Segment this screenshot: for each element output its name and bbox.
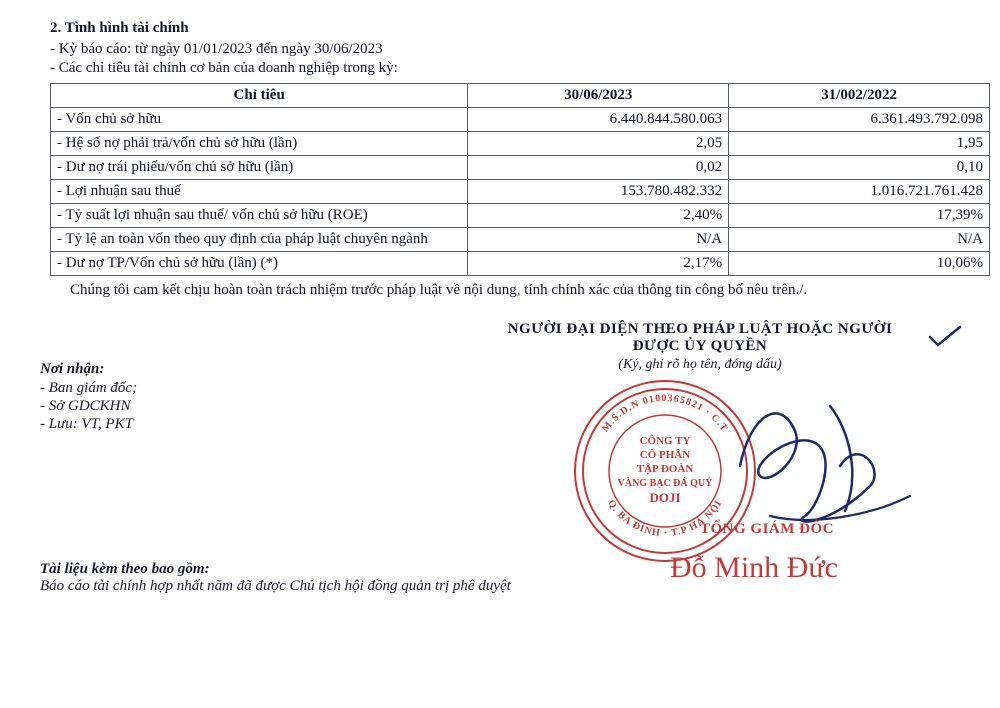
table-row: - Vốn chủ sở hữu6.440.844.580.0636.361.4…: [51, 108, 990, 132]
row-value-2: 1.016.721.761.428: [729, 180, 990, 204]
commitment-text: Chúng tôi cam kết chịu hoàn toàn trách n…: [70, 280, 940, 301]
row-value-1: 153.780.482.332: [468, 180, 729, 204]
col-header-date2: 31/002/2022: [729, 84, 990, 108]
row-value-2: 10,06%: [729, 252, 990, 276]
attachments-block: Tài liệu kèm theo bao gồm: Báo cáo tài c…: [40, 561, 640, 595]
table-intro: - Các chỉ tiêu tài chính cơ bản của doan…: [50, 60, 970, 77]
signature-icon: [710, 376, 920, 536]
table-body: - Vốn chủ sở hữu6.440.844.580.0636.361.4…: [51, 108, 990, 276]
attachments-line: Báo cáo tài chính hợp nhất năm đã được C…: [40, 578, 640, 595]
table-row: - Dư nợ trái phiếu/vốn chủ sở hữu (lần)0…: [51, 156, 990, 180]
checkmark-icon: [928, 325, 962, 349]
col-header-date1: 30/06/2023: [468, 84, 729, 108]
row-label: - Dư nợ TP/Vốn chủ sở hữu (lần) (*): [51, 252, 468, 276]
row-label: - Hệ số nợ phải trả/vốn chủ sở hữu (lần): [51, 132, 468, 156]
table-row: - Tỷ suất lợi nhuận sau thuế/ vốn chủ sở…: [51, 204, 990, 228]
bottom-block: Nơi nhận: - Ban giám đốc; - Sở GDCKHN - …: [30, 321, 970, 601]
row-label: - Tỷ suất lợi nhuận sau thuế/ vốn chủ sở…: [51, 204, 468, 228]
attachments-header: Tài liệu kèm theo bao gồm:: [40, 561, 640, 578]
report-period: - Kỳ báo cáo: từ ngày 01/01/2023 đến ngà…: [50, 41, 970, 58]
table-row: - Lợi nhuận sau thuế153.780.482.3321.016…: [51, 180, 990, 204]
row-value-2: N/A: [729, 228, 990, 252]
row-value-1: 2,40%: [468, 204, 729, 228]
recipients-header: Nơi nhận:: [40, 361, 340, 378]
recipient-item: - Ban giám đốc;: [40, 380, 340, 397]
table-row: - Tỷ lệ an toàn vốn theo quy định của ph…: [51, 228, 990, 252]
representative-block: NGƯỜI ĐẠI DIỆN THEO PHÁP LUẬT HOẶC NGƯỜI…: [440, 321, 960, 373]
rep-name: Đỗ Minh Đức: [670, 551, 838, 585]
row-value-2: 1,95: [729, 132, 990, 156]
rep-heading-line1: NGƯỜI ĐẠI DIỆN THEO PHÁP LUẬT HOẶC NGƯỜI: [440, 321, 960, 338]
row-value-1: 6.440.844.580.063: [468, 108, 729, 132]
row-label: - Vốn chủ sở hữu: [51, 108, 468, 132]
row-label: - Lợi nhuận sau thuế: [51, 180, 468, 204]
stamp-center-line: CỔ PHẦN: [640, 448, 690, 461]
row-value-1: 2,05: [468, 132, 729, 156]
recipients-block: Nơi nhận: - Ban giám đốc; - Sở GDCKHN - …: [40, 361, 340, 434]
row-value-2: 17,39%: [729, 204, 990, 228]
stamp-center-line: TẬP ĐOÀN: [637, 462, 694, 475]
row-label: - Tỷ lệ an toàn vốn theo quy định của ph…: [51, 228, 468, 252]
rep-heading-line2: ĐƯỢC ỦY QUYỀN: [440, 338, 960, 355]
recipient-item: - Sở GDCKHN: [40, 398, 340, 415]
row-value-2: 0,10: [729, 156, 990, 180]
table-row: - Dư nợ TP/Vốn chủ sở hữu (lần) (*)2,17%…: [51, 252, 990, 276]
row-value-1: N/A: [468, 228, 729, 252]
section-title: 2. Tình hình tài chính: [50, 20, 970, 37]
col-header-indicator: Chỉ tiêu: [51, 84, 468, 108]
rep-note: (Ký, ghi rõ họ tên, đóng dấu): [440, 357, 960, 373]
rep-title: TỔNG GIÁM ĐỐC: [700, 521, 834, 538]
stamp-center-line: VÀNG BẠC ĐÁ QUÝ: [618, 477, 714, 489]
row-value-2: 6.361.493.792.098: [729, 108, 990, 132]
financial-table: Chỉ tiêu 30/06/2023 31/002/2022 - Vốn ch…: [50, 83, 990, 276]
row-label: - Dư nợ trái phiếu/vốn chủ sở hữu (lần): [51, 156, 468, 180]
table-header-row: Chỉ tiêu 30/06/2023 31/002/2022: [51, 84, 990, 108]
row-value-1: 0,02: [468, 156, 729, 180]
table-row: - Hệ số nợ phải trả/vốn chủ sở hữu (lần)…: [51, 132, 990, 156]
row-value-1: 2,17%: [468, 252, 729, 276]
stamp-center-line: CÔNG TY: [640, 434, 691, 447]
recipient-item: - Lưu: VT, PKT: [40, 416, 340, 433]
stamp-center-line: DOJI: [649, 490, 680, 505]
